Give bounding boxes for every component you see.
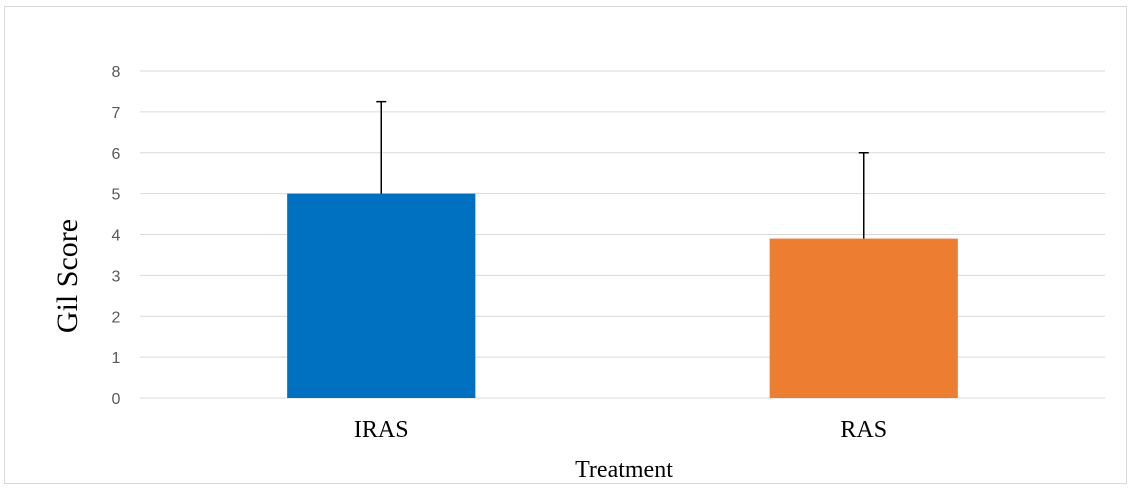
y-axis-label: Gil Score bbox=[51, 219, 84, 333]
x-axis-label: Treatment bbox=[575, 457, 673, 483]
x-tick-label: IRAS bbox=[354, 417, 409, 443]
y-tick-label: 3 bbox=[112, 268, 121, 285]
bar-iras bbox=[287, 193, 476, 398]
y-tick-label: 4 bbox=[112, 228, 121, 245]
y-tick-label: 5 bbox=[112, 187, 121, 204]
y-tick-label: 2 bbox=[112, 309, 121, 326]
y-tick-label: 0 bbox=[112, 391, 121, 408]
gridlines bbox=[140, 70, 1105, 399]
error-bars bbox=[376, 100, 869, 239]
y-tick-label: 6 bbox=[112, 146, 121, 163]
x-axis-ticks: IRAS RAS bbox=[354, 417, 887, 443]
y-tick-label: 8 bbox=[112, 64, 121, 81]
y-axis-ticks: 0 1 2 3 4 5 6 7 8 bbox=[112, 64, 121, 408]
bar-ras bbox=[769, 238, 958, 398]
bars bbox=[287, 193, 958, 398]
y-tick-label: 1 bbox=[112, 350, 121, 367]
y-tick-label: 7 bbox=[112, 105, 121, 122]
x-tick-label: RAS bbox=[840, 417, 887, 443]
